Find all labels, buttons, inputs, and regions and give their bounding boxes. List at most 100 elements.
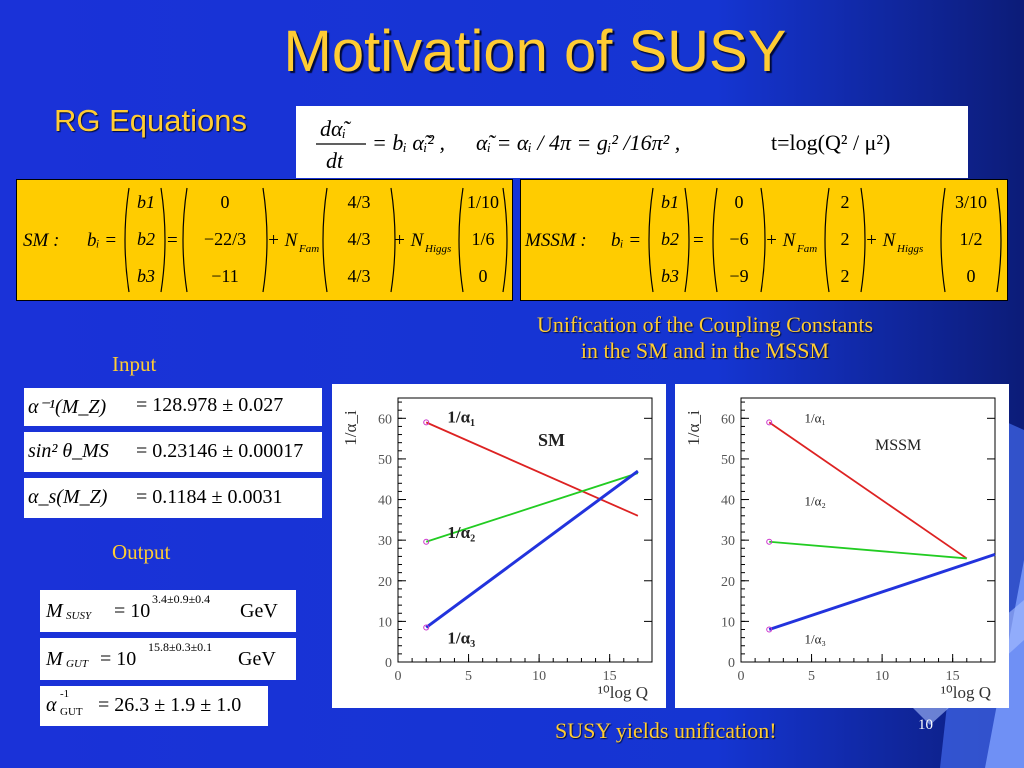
sm-ytick-label: 20 xyxy=(378,575,392,590)
mssm-b1: b1 xyxy=(661,192,679,212)
page-title: Motivation of SUSY xyxy=(283,19,787,84)
rg-lhs-denominator: dt xyxy=(326,148,344,173)
mssm-plot-frame xyxy=(740,397,996,663)
sm-series-label-1: 1/α₁ xyxy=(447,407,475,426)
sm-series-label-3: 1/α₃ xyxy=(447,629,475,648)
output-alpha-gut: α -1 GUT = 26.3 ± 1.9 ± 1.0 xyxy=(40,686,268,726)
output-msusy-sub: SUSY xyxy=(66,610,92,622)
mssm-ytick-label: 50 xyxy=(721,453,735,468)
mssm-nfam-sub: Fam xyxy=(796,243,817,255)
sm-b1: b1 xyxy=(137,192,155,212)
output-mgut: M GUT = 10 15.8±0.3±0.1 GeV xyxy=(40,638,296,680)
sm-col1-r2: 4/3 xyxy=(347,229,370,249)
rg-rhs2: α̃ᵢ = αᵢ / 4π = gᵢ² /16π² , xyxy=(476,130,680,155)
sm-prefix: SM : xyxy=(23,230,59,251)
sm-b2: b2 xyxy=(137,229,155,249)
svg-text:=: = xyxy=(693,230,704,251)
mssm-series-line-3 xyxy=(768,552,996,631)
output-alpha-gut-rhs: = 26.3 ± 1.9 ± 1.0 xyxy=(98,694,242,716)
mssm-series-line-1 xyxy=(768,421,968,560)
mssm-b-label: bᵢ = xyxy=(611,230,641,251)
mssm-ytick-label: 60 xyxy=(721,412,735,427)
rg-equation: dα̃ᵢ dt = bᵢ α̃ᵢ² , α̃ᵢ = αᵢ / 4π = gᵢ² … xyxy=(296,106,968,178)
sm-series-start-point-3 xyxy=(423,624,430,631)
mssm-col0-r3: −9 xyxy=(729,266,748,286)
page-number: 10 xyxy=(918,717,933,733)
mssm-nhiggs-sub: Higgs xyxy=(896,243,923,255)
sm-series-label-2: 1/α₂ xyxy=(447,523,475,542)
mssm-b2: b2 xyxy=(661,229,679,249)
input-sin2theta-rhs: = 0.23146 ± 0.00017 xyxy=(136,440,304,462)
sm-nhiggs-sub: Higgs xyxy=(424,243,451,255)
sm-xtick-label: 10 xyxy=(532,669,546,684)
output-mgut-exp: 15.8±0.3±0.1 xyxy=(148,640,213,654)
mssm-chart-svg: 0 10 20 30 40 50 60 0 5 10 15 1/α_i ¹⁰log Q MSSM 1/α₁ 1… xyxy=(684,397,996,702)
sm-series-start-point-2 xyxy=(423,538,430,545)
mssm-xtick-label: 15 xyxy=(946,669,960,684)
sm-nfam: + N xyxy=(267,230,299,251)
sm-series-line-2 xyxy=(425,472,639,543)
output-msusy-lhs: M xyxy=(46,600,63,622)
output-alpha-gut-sub: GUT xyxy=(60,706,83,718)
caption-line-2: in the SM and in the MSSM xyxy=(580,338,830,363)
output-msusy-unit: GeV xyxy=(240,600,278,622)
sm-chart-title: SM xyxy=(538,430,565,450)
rg-lhs-numerator: dα̃ᵢ xyxy=(320,116,352,141)
input-alpha-s: α_s(M_Z) = 0.1184 ± 0.0031 xyxy=(24,478,322,518)
sm-col0-r2: −22/3 xyxy=(204,229,246,249)
mssm-ytick-label: 40 xyxy=(721,494,735,509)
mssm-nfam: + N xyxy=(765,230,797,251)
input-sin2theta: sin² θ_MS = 0.23146 ± 0.00017 xyxy=(24,432,322,472)
rg-rhs1: = bᵢ α̃ᵢ² , xyxy=(372,130,445,155)
mssm-series-line-2 xyxy=(769,540,967,560)
mssm-b3: b3 xyxy=(661,266,679,286)
sm-xlabel: ¹⁰log Q xyxy=(598,683,648,702)
sm-col0-r3: −11 xyxy=(211,266,238,286)
mssm-col2-r2: 1/2 xyxy=(959,229,982,249)
mssm-xtick-label: 0 xyxy=(738,669,745,684)
susy-conclusion: SUSY yields unification! xyxy=(555,718,777,743)
mssm-ytick-label: 20 xyxy=(721,575,735,590)
sm-col2-r2: 1/6 xyxy=(471,229,494,249)
mssm-ytick-label: 10 xyxy=(721,615,735,630)
mssm-col1-r2: 2 xyxy=(841,229,850,249)
sm-ylabel: 1/α_i xyxy=(341,410,360,446)
sm-ytick-label: 0 xyxy=(385,656,392,671)
input-alpha-em: α⁻¹(M_Z) = 128.978 ± 0.027 xyxy=(24,388,322,426)
output-alpha-gut-sup: -1 xyxy=(60,688,70,700)
mssm-series-label-2: 1/α₂ xyxy=(805,494,826,509)
sm-series-line-1 xyxy=(425,421,639,517)
caption-line-1: Unification of the Coupling Constants xyxy=(536,312,874,337)
mssm-ytick-label: 30 xyxy=(721,534,735,549)
output-alpha-gut-lhs: α xyxy=(46,694,57,716)
mssm-col1-r3: 2 xyxy=(841,266,850,286)
sm-col2-r1: 1/10 xyxy=(467,192,499,212)
sm-col1-r1: 4/3 xyxy=(347,192,370,212)
output-mgut-unit: GeV xyxy=(238,648,276,670)
input-alpha-s-rhs: = 0.1184 ± 0.0031 xyxy=(136,486,283,508)
sm-beta-coefficients: SM : bᵢ = b1 b2 b3 = 0 −22/3 −11 + N Fam… xyxy=(16,179,513,301)
sm-ytick-label: 40 xyxy=(378,494,392,509)
input-label: Input xyxy=(112,352,157,376)
output-mgut-rhs: = 10 xyxy=(100,648,137,670)
sm-plot-frame xyxy=(397,397,653,663)
mssm-series-start-point-1 xyxy=(766,419,773,426)
mssm-series-label-1: 1/α₁ xyxy=(805,410,826,425)
sm-ytick-label: 50 xyxy=(378,453,392,468)
mssm-series-start-point-3 xyxy=(766,626,773,633)
sm-xtick-label: 15 xyxy=(603,669,617,684)
input-alpha-em-rhs: = 128.978 ± 0.027 xyxy=(136,394,284,416)
mssm-chart-title: MSSM xyxy=(875,437,921,454)
sm-nfam-sub: Fam xyxy=(298,243,319,255)
mssm-col1-r1: 2 xyxy=(841,192,850,212)
mssm-series-label-3: 1/α₃ xyxy=(805,632,826,647)
sm-b3: b3 xyxy=(137,266,155,286)
mssm-col2-r1: 3/10 xyxy=(955,192,987,212)
mssm-ytick-label: 0 xyxy=(728,656,735,671)
sm-series-line-3 xyxy=(425,469,639,629)
mssm-beta-coefficients: MSSM : bᵢ = b1 b2 b3 = 0 −6 −9 + N Fam 2… xyxy=(520,179,1008,301)
output-msusy: M SUSY = 10 3.4±0.9±0.4 GeV xyxy=(40,590,296,632)
output-mgut-lhs: M xyxy=(46,648,63,670)
mssm-col0-r1: 0 xyxy=(735,192,744,212)
unification-caption: Unification of the Coupling Constants in… xyxy=(470,312,940,364)
